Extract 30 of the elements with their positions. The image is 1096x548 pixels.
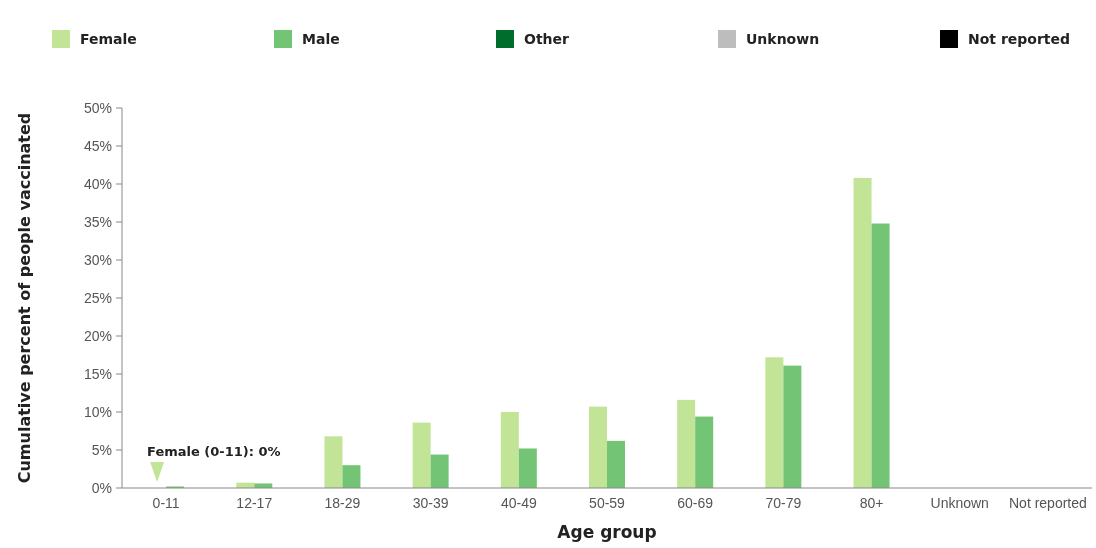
y-tick-label: 40% <box>83 175 112 192</box>
y-tick-label: 30% <box>83 251 112 268</box>
x-tick-label: 30-39 <box>412 495 449 511</box>
y-tick-label: 0% <box>91 479 112 496</box>
x-axis-title: Age group <box>557 522 657 542</box>
legend-label: Not reported <box>968 31 1071 47</box>
legend-label: Male <box>302 31 340 47</box>
legend-label: Unknown <box>746 31 820 47</box>
y-axis-title: Cumulative percent of people vaccinated <box>15 112 34 484</box>
y-tick-label: 50% <box>83 99 112 116</box>
y-tick-label: 45% <box>83 137 112 154</box>
legend-label: Other <box>524 31 570 47</box>
y-tick-label: 20% <box>83 327 112 344</box>
x-tick-label: 50-59 <box>589 495 626 511</box>
annotation: Female (0-11): 0% <box>147 444 281 459</box>
x-tick-label: 0-11 <box>152 495 180 511</box>
x-tick-label: Unknown <box>930 495 989 511</box>
y-tick-label: 35% <box>83 213 112 230</box>
x-tick-label: 12-17 <box>236 495 273 511</box>
x-tick-label: 40-49 <box>500 495 537 511</box>
y-tick-label: 25% <box>83 289 112 306</box>
x-tick-label: 60-69 <box>677 495 714 511</box>
y-tick-label: 5% <box>91 441 112 458</box>
x-tick-label: 80+ <box>859 495 884 511</box>
legend-label: Female <box>80 31 137 47</box>
x-tick-label: Not reported <box>1008 495 1087 511</box>
y-tick-label: 10% <box>83 403 112 420</box>
y-tick-label: 15% <box>83 365 112 382</box>
x-tick-label: 70-79 <box>765 495 802 511</box>
x-tick-label: 18-29 <box>324 495 361 511</box>
